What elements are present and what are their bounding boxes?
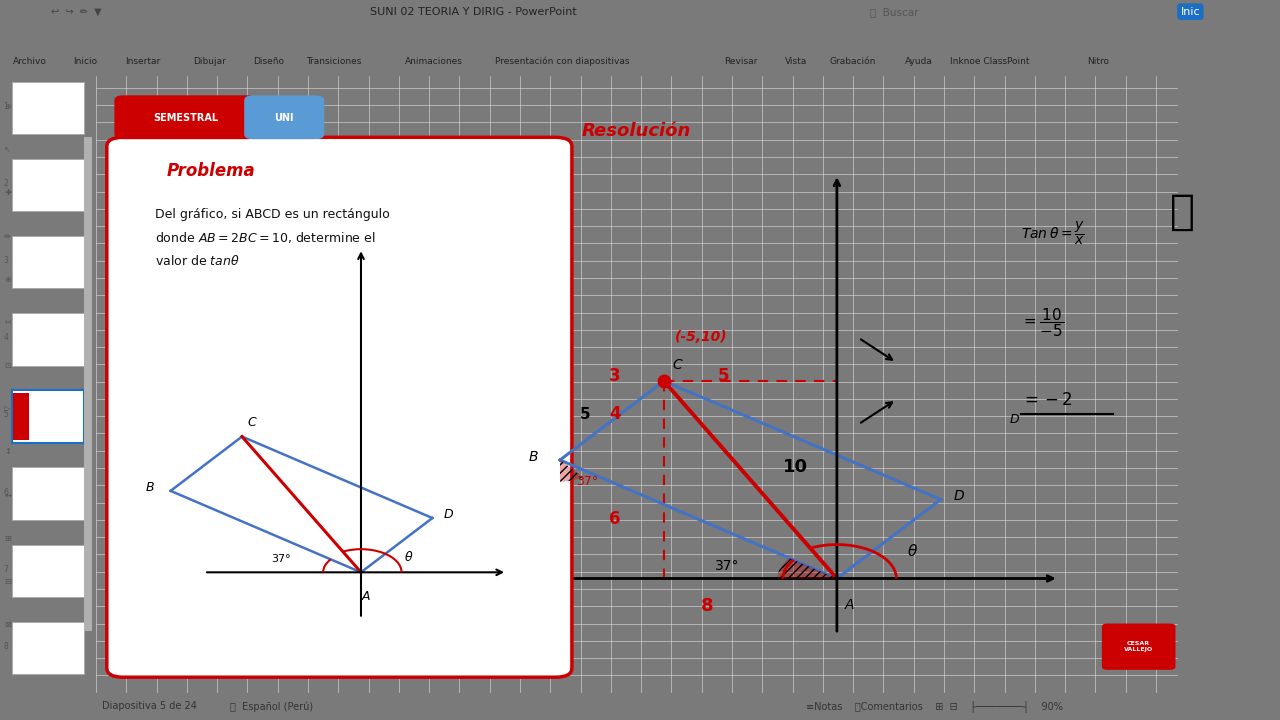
Text: 6: 6 xyxy=(4,487,8,497)
Text: A: A xyxy=(845,598,855,612)
Text: 2: 2 xyxy=(4,179,8,188)
Text: ✂: ✂ xyxy=(4,318,12,327)
Text: Problema: Problema xyxy=(166,162,255,180)
Text: Inknoe ClassPoint: Inknoe ClassPoint xyxy=(950,57,1029,66)
Text: Grabación: Grabación xyxy=(829,57,876,66)
Text: Dibujar: Dibujar xyxy=(193,57,227,66)
FancyBboxPatch shape xyxy=(114,95,256,139)
Text: $\theta$: $\theta$ xyxy=(404,550,413,564)
Text: Insertar: Insertar xyxy=(125,57,161,66)
Text: Transiciones: Transiciones xyxy=(306,57,361,66)
Text: ⊕: ⊕ xyxy=(4,102,12,111)
Text: D: D xyxy=(1010,413,1020,426)
Text: Revisar: Revisar xyxy=(724,57,758,66)
Text: 37°: 37° xyxy=(576,475,599,488)
Text: $\theta$: $\theta$ xyxy=(908,543,918,559)
Text: SUNI 02 TEORIA Y DIRIG - PowerPoint: SUNI 02 TEORIA Y DIRIG - PowerPoint xyxy=(370,6,577,17)
Text: Presentación con diapositivas: Presentación con diapositivas xyxy=(495,56,630,66)
Text: B: B xyxy=(146,481,155,495)
Text: 7: 7 xyxy=(4,564,8,574)
Text: 1: 1 xyxy=(4,102,8,111)
FancyBboxPatch shape xyxy=(14,393,29,440)
Text: ⊟: ⊟ xyxy=(4,577,12,586)
FancyBboxPatch shape xyxy=(12,390,84,443)
Text: Inicio: Inicio xyxy=(73,57,97,66)
Text: ↖: ↖ xyxy=(4,145,12,154)
Text: 6: 6 xyxy=(609,510,621,528)
Text: ⊡: ⊡ xyxy=(4,361,12,370)
Text: D: D xyxy=(443,508,453,521)
FancyBboxPatch shape xyxy=(12,313,84,366)
FancyBboxPatch shape xyxy=(12,544,84,597)
Text: ⊕: ⊕ xyxy=(4,275,12,284)
Text: 🔍  Buscar: 🔍 Buscar xyxy=(870,6,919,17)
Text: ▷: ▷ xyxy=(4,405,12,413)
Text: C: C xyxy=(247,416,256,429)
Text: ✏: ✏ xyxy=(4,232,12,240)
FancyBboxPatch shape xyxy=(244,95,324,139)
Text: Animaciones: Animaciones xyxy=(404,57,462,66)
Text: 4: 4 xyxy=(609,405,621,423)
Text: ≡Notas    💬Comentarios    ⊞  ⊟    ├────────┤    90%: ≡Notas 💬Comentarios ⊞ ⊟ ├────────┤ 90% xyxy=(806,701,1064,712)
Text: $\mathit{Tan}\,\theta = \dfrac{y}{x}$: $\mathit{Tan}\,\theta = \dfrac{y}{x}$ xyxy=(1020,220,1084,247)
Text: 10: 10 xyxy=(783,459,808,477)
Text: 8: 8 xyxy=(4,642,8,651)
Text: 🌐  Español (Perú): 🌐 Español (Perú) xyxy=(230,701,314,711)
FancyBboxPatch shape xyxy=(1102,624,1175,670)
Text: SEMESTRAL: SEMESTRAL xyxy=(154,112,219,122)
Text: Diapositiva 5 de 24: Diapositiva 5 de 24 xyxy=(102,701,197,711)
FancyBboxPatch shape xyxy=(12,82,84,134)
Text: $= \dfrac{10}{-5}$: $= \dfrac{10}{-5}$ xyxy=(1020,306,1064,339)
Text: ↩  ↪  ✏  ▼: ↩ ↪ ✏ ▼ xyxy=(51,6,102,17)
Text: Vista: Vista xyxy=(785,57,806,66)
Text: ✚: ✚ xyxy=(4,189,12,197)
Text: D: D xyxy=(954,490,964,503)
Text: A: A xyxy=(362,590,371,603)
Text: 👨: 👨 xyxy=(1170,191,1196,233)
Text: ⊞: ⊞ xyxy=(4,534,12,543)
Text: ↕: ↕ xyxy=(4,448,12,456)
Text: valor de $\mathit{tan}\theta$: valor de $\mathit{tan}\theta$ xyxy=(155,253,241,268)
FancyBboxPatch shape xyxy=(12,159,84,212)
FancyBboxPatch shape xyxy=(106,138,572,678)
Text: (-5,10): (-5,10) xyxy=(675,330,727,344)
Text: 3: 3 xyxy=(609,367,621,385)
Text: 5: 5 xyxy=(718,367,730,385)
Text: Ayuda: Ayuda xyxy=(905,57,933,66)
Text: 8: 8 xyxy=(700,598,713,616)
Text: Resolución: Resolución xyxy=(582,122,691,140)
Text: 3: 3 xyxy=(4,256,8,265)
Text: donde $AB = 2BC = 10$, determine el: donde $AB = 2BC = 10$, determine el xyxy=(155,230,376,245)
FancyBboxPatch shape xyxy=(12,236,84,289)
Wedge shape xyxy=(561,460,582,482)
Text: Archivo: Archivo xyxy=(13,57,46,66)
Text: 5: 5 xyxy=(580,407,590,422)
Text: UNI: UNI xyxy=(274,112,294,122)
Text: Del gráfico, si ABCD es un rectángulo: Del gráfico, si ABCD es un rectángulo xyxy=(155,208,390,221)
Text: Diseño: Diseño xyxy=(253,57,284,66)
Text: $= -2$: $= -2$ xyxy=(1020,390,1073,408)
Text: Nitro: Nitro xyxy=(1087,57,1108,66)
FancyBboxPatch shape xyxy=(84,138,92,631)
Text: 4: 4 xyxy=(4,333,8,342)
Text: 37°: 37° xyxy=(271,554,291,564)
Wedge shape xyxy=(777,558,837,578)
FancyBboxPatch shape xyxy=(12,621,84,674)
Text: ⊠: ⊠ xyxy=(4,620,12,629)
Text: 5: 5 xyxy=(4,410,8,420)
Text: Inic: Inic xyxy=(1180,6,1201,17)
FancyBboxPatch shape xyxy=(12,467,84,520)
Text: C: C xyxy=(672,358,682,372)
Text: B: B xyxy=(529,450,539,464)
Text: 37°: 37° xyxy=(716,559,740,573)
Text: CESAR
VALLEJO: CESAR VALLEJO xyxy=(1124,641,1153,652)
Text: ↔: ↔ xyxy=(4,491,12,500)
